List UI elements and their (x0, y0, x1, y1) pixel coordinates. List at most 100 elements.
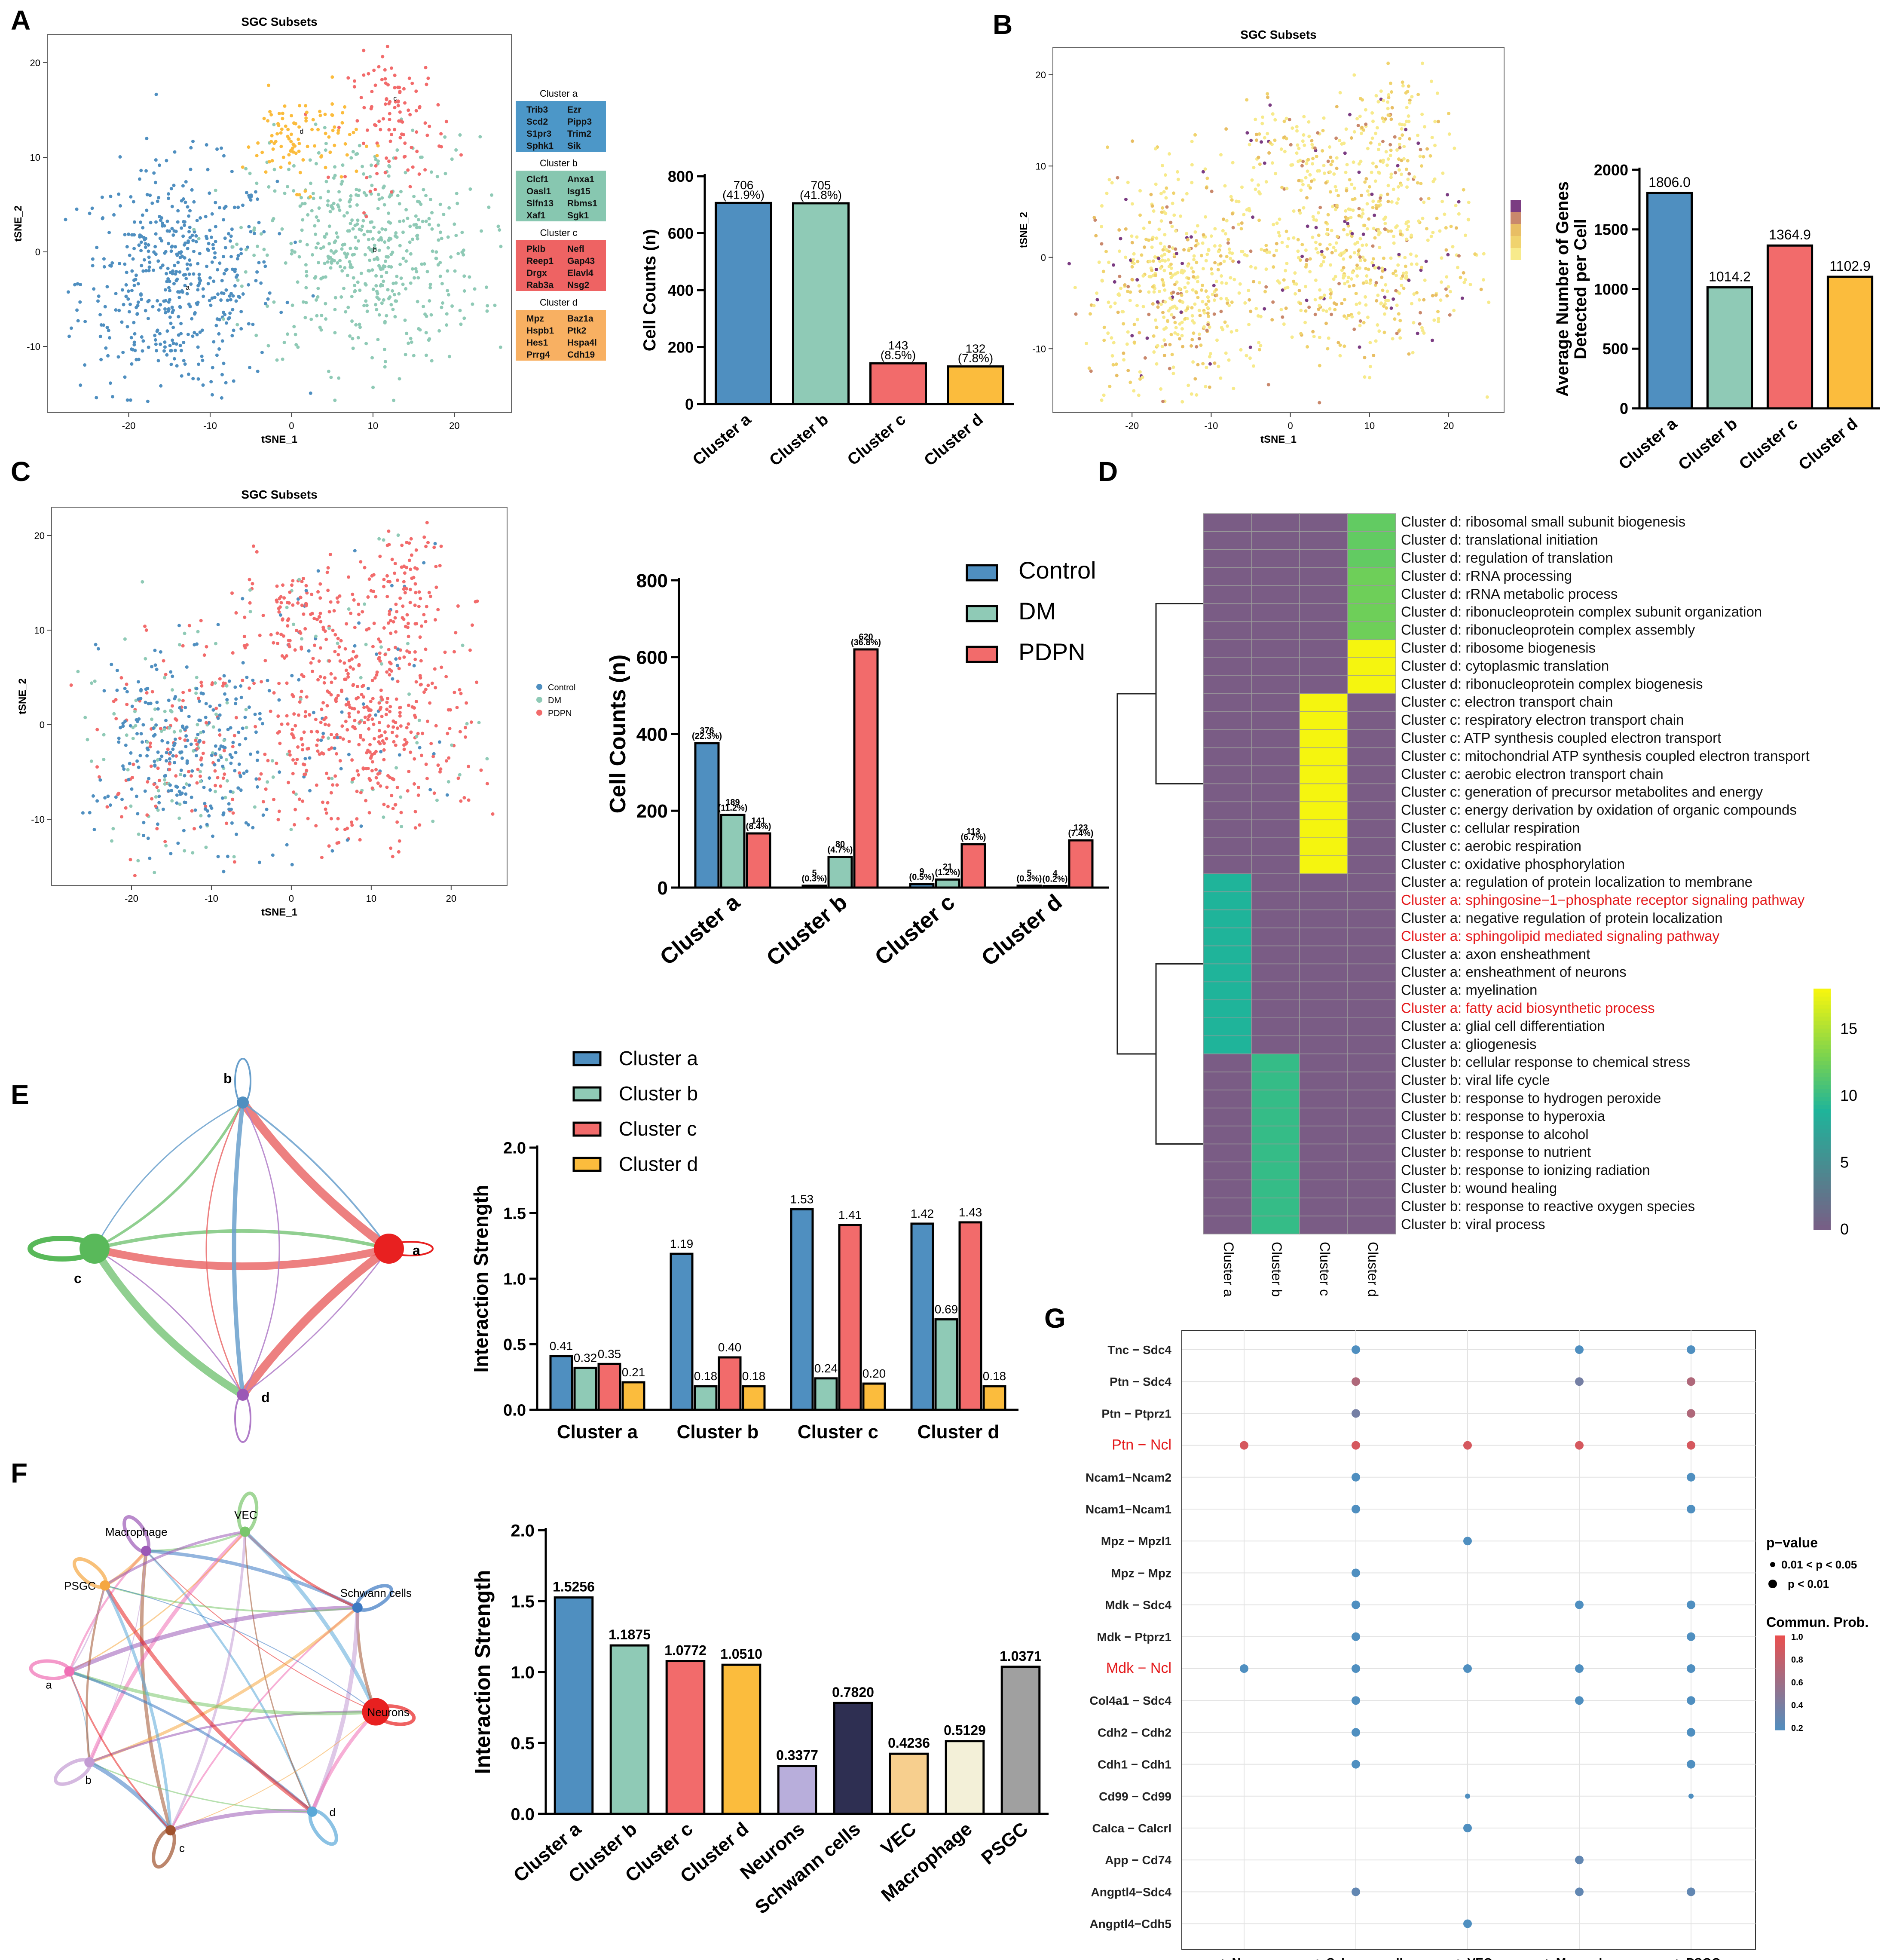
tsne-point (1302, 206, 1306, 210)
marker-gene: Nefl (567, 244, 584, 254)
tsne-point (1410, 95, 1414, 99)
tsne-point (417, 590, 421, 594)
tsne-point (1219, 309, 1223, 313)
tsne-point (1425, 147, 1429, 151)
tsne-point (207, 242, 211, 245)
tsne-point (1171, 365, 1175, 369)
tsne-point (132, 340, 136, 344)
tsne-point (69, 326, 73, 330)
prob-colorbar-segment (1775, 1640, 1785, 1643)
tsne-point (76, 670, 80, 674)
tsne-point (135, 358, 138, 361)
dotplot-dot (1352, 1632, 1360, 1641)
tsne-point (207, 721, 211, 725)
tsne-point (169, 851, 173, 855)
tsne-point (395, 726, 399, 730)
tsne-point (136, 812, 140, 816)
tsne-point (348, 334, 352, 338)
marker-box (516, 171, 606, 221)
tsne-point (395, 610, 399, 614)
tsne-point (389, 303, 393, 306)
network-edge (69, 1670, 313, 1813)
tsne-point (326, 801, 330, 805)
tsne-point (162, 349, 166, 353)
heatmap-cell (1299, 1072, 1348, 1090)
tsne-point (376, 338, 380, 342)
tsne-point (447, 780, 450, 784)
tsne-point (422, 305, 425, 309)
tsne-point (1118, 249, 1122, 253)
network-node (100, 1580, 110, 1591)
tsne-point (1312, 334, 1316, 338)
tsne-point (1443, 212, 1447, 216)
tsne-point (368, 750, 372, 754)
bar-data-label: 0.69 (935, 1303, 958, 1316)
tsne-point (459, 799, 463, 803)
tsne-point (422, 690, 426, 694)
tsne-point (433, 618, 437, 622)
tsne-point (333, 296, 337, 300)
tsne-point (352, 85, 356, 89)
tsne-point (1167, 249, 1171, 253)
tsne-point (102, 265, 106, 269)
tsne-point (377, 637, 381, 641)
tsne-point (413, 782, 416, 786)
tsne-point (441, 301, 445, 305)
tsne-point (245, 675, 249, 679)
tsne-point (1191, 270, 1195, 274)
tsne-point (359, 96, 363, 100)
tsne-point (443, 172, 447, 175)
tsne-point (1392, 187, 1395, 191)
tsne-point (1186, 264, 1190, 268)
heatmap-cell (1299, 549, 1348, 568)
tsne-point (425, 605, 428, 609)
tsne-point (1407, 279, 1411, 282)
tsne-point (1180, 334, 1184, 337)
tsne-point (299, 596, 303, 600)
tsne-point (275, 600, 279, 604)
tsne-point (277, 123, 281, 127)
tsne-point (327, 659, 331, 663)
tsne-point (177, 790, 181, 793)
tsne-point (1186, 281, 1190, 285)
tsne-point (170, 799, 174, 803)
tsne-point (387, 612, 391, 616)
tsne-point (1385, 193, 1389, 196)
network-self-loop (29, 1659, 71, 1681)
dotplot-dot (1687, 1600, 1695, 1609)
tsne-point (370, 760, 374, 764)
tsne-point (1374, 339, 1378, 343)
panel-label-f: F (11, 1458, 28, 1488)
legend-label: PDPN (1018, 638, 1086, 665)
tsne-point (1386, 157, 1390, 161)
tsne-point (248, 588, 252, 592)
tsne-point (189, 146, 193, 150)
tsne-point (132, 283, 136, 287)
tsne-point (1185, 192, 1189, 196)
tsne-point (1113, 301, 1117, 305)
tsne-point (314, 824, 318, 828)
tsne-point (393, 128, 397, 132)
tsne-point (1227, 247, 1231, 251)
tsne-point (239, 247, 243, 251)
tsne-legend-dot (536, 710, 542, 716)
tsne-point (241, 165, 245, 169)
tsne-point (176, 220, 180, 224)
bar (909, 883, 935, 889)
tsne-point (293, 648, 297, 652)
tsne-point (155, 785, 159, 789)
tsne-point (440, 306, 443, 309)
tsne-point (1438, 229, 1442, 233)
tsne-point (245, 726, 248, 729)
tsne-point (182, 340, 186, 344)
tsne-point (1439, 298, 1443, 302)
tsne-point (1446, 193, 1450, 197)
tsne-point (313, 144, 317, 148)
tsne-point (423, 312, 427, 316)
tsne-point (419, 659, 423, 663)
dotplot-row-label: Ptn − Ncl (1112, 1437, 1171, 1453)
tsne-point (130, 288, 134, 292)
tsne-point (346, 76, 350, 80)
dotplot-dot (1575, 1887, 1584, 1896)
